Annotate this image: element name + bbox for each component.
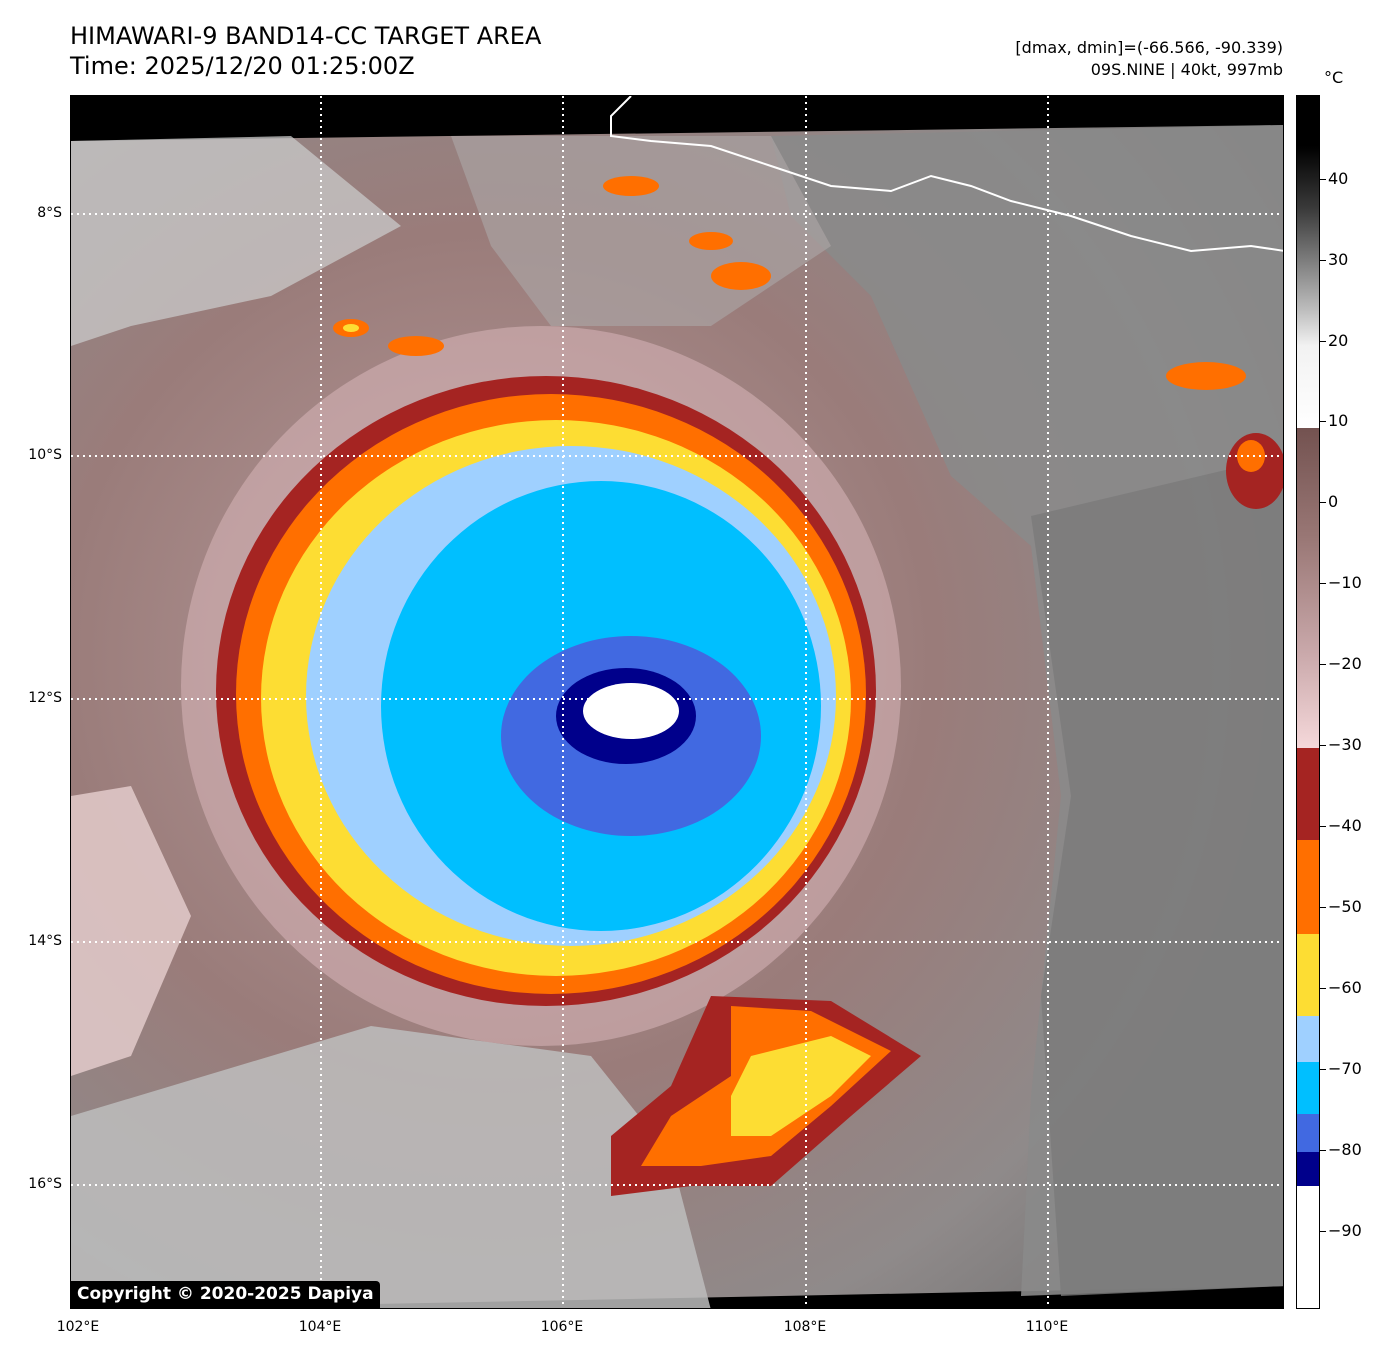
lon-label: 110°E [1025,1319,1069,1335]
colorbar-brown-segment [1297,428,1319,748]
colorbar-gray-segment [1297,96,1319,346]
storm-info: 09S.NINE | 40kt, 997mb [1090,60,1283,79]
colorbar-royalblue-segment [1297,1114,1319,1152]
colorbar-label: −80 [1328,1140,1362,1159]
lat-label: 8°S [37,205,62,221]
lon-label: 108°E [783,1319,827,1335]
lat-label: 12°S [28,690,62,706]
colorbar-lightblue-segment [1297,1016,1319,1062]
coastline [610,96,1283,253]
chart-title: HIMAWARI-9 BAND14-CC TARGET AREA [70,22,542,50]
colorbar-orange-segment [1297,840,1319,934]
lat-label: 14°S [28,933,62,949]
lon-label: 106°E [540,1319,584,1335]
colorbar-label: −90 [1328,1221,1362,1240]
colorbar [1296,95,1320,1309]
colorbar-gold-segment [1297,934,1319,1016]
colorbar-label: 40 [1328,169,1349,188]
lon-label: 104°E [298,1319,342,1335]
colorbar-label: 10 [1328,411,1349,430]
colorbar-darkred-segment [1297,748,1319,840]
colorbar-label: 30 [1328,250,1349,269]
lat-label: 16°S [28,1176,62,1192]
lat-label: 10°S [28,447,62,463]
colorbar-label: −30 [1328,735,1362,754]
chart-timestamp: Time: 2025/12/20 01:25:00Z [70,52,415,80]
colorbar-label: −70 [1328,1059,1362,1078]
colorbar-label: −40 [1328,816,1362,835]
satellite-map: Copyright © 2020-2025 Dapiya [70,95,1284,1309]
colorbar-label: −50 [1328,897,1362,916]
colorbar-label: −10 [1328,573,1362,592]
colorbar-white-segment [1297,1186,1319,1308]
copyright-label: Copyright © 2020-2025 Dapiya [71,1281,380,1308]
graticule [71,96,1283,1308]
lon-label: 102°E [56,1319,100,1335]
colorbar-label: 20 [1328,331,1349,350]
colorbar-unit: °C [1324,68,1344,87]
satellite-imagery [71,96,1283,1308]
colorbar-label: −60 [1328,978,1362,997]
colorbar-navy-segment [1297,1152,1319,1186]
colorbar-skyblue-segment [1297,1062,1319,1114]
colorbar-label: −20 [1328,654,1362,673]
colorbar-label: 0 [1328,492,1339,511]
temperature-range-info: [dmax, dmin]=(-66.566, -90.339) [1015,38,1283,57]
